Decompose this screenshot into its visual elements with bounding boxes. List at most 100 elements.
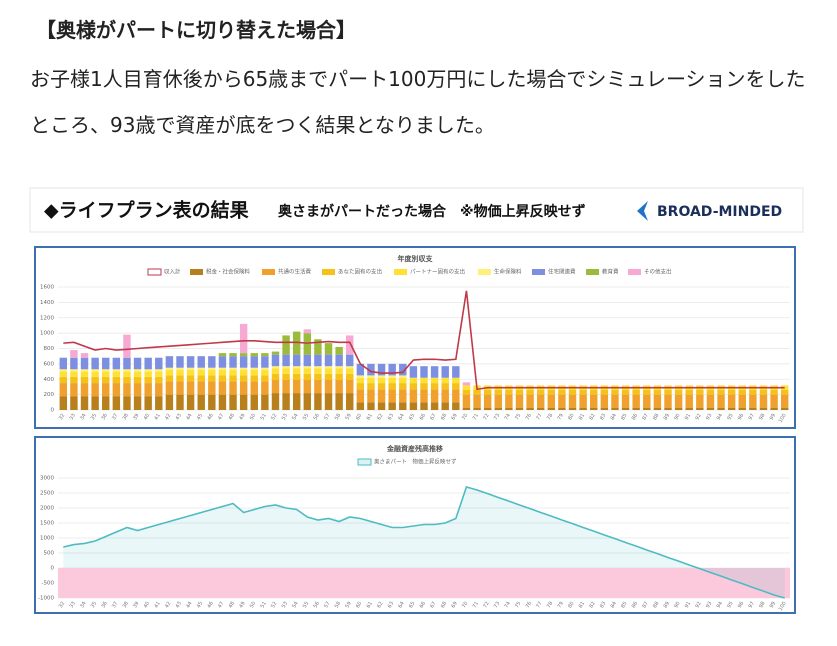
bar-segment [271, 366, 280, 369]
bar-segment [377, 383, 386, 390]
x-tick-label: 39 [132, 601, 140, 610]
x-tick-label: 38 [122, 413, 130, 422]
bar-segment [314, 339, 322, 355]
bar-segment [780, 390, 789, 395]
bar-segment [70, 383, 78, 397]
x-tick-label: 52 [270, 413, 278, 422]
bar-segment [568, 407, 577, 410]
x-tick-label: 34 [79, 601, 87, 610]
x-tick-label: 33 [69, 413, 77, 422]
bar-segment [632, 407, 640, 410]
bar-segment [441, 377, 449, 384]
bar-segment [388, 402, 396, 410]
bar-segment [197, 356, 205, 368]
x-tick-label: 91 [684, 601, 692, 610]
bar-segment [558, 394, 566, 408]
bar-segment [664, 390, 672, 395]
y-tick-label: 1600 [40, 285, 54, 291]
x-tick-label: 53 [281, 601, 289, 610]
x-tick-label: 93 [705, 413, 713, 422]
bar-segment [229, 375, 237, 382]
x-tick-label: 76 [525, 413, 533, 422]
bar-segment [420, 389, 428, 403]
x-tick-label: 58 [334, 601, 342, 610]
bar-segment [335, 354, 343, 367]
bar-segment [749, 390, 757, 395]
bar-segment [261, 381, 269, 395]
bar-segment [770, 394, 778, 408]
legend-swatch [147, 268, 162, 276]
banner [29, 187, 804, 233]
bar-segment [59, 369, 68, 372]
bar-segment [621, 394, 630, 408]
x-tick-label: 98 [758, 413, 766, 422]
bar-segment [186, 394, 195, 410]
bar-segment [292, 354, 301, 367]
bar-segment [112, 371, 121, 377]
x-tick-label: 64 [397, 413, 405, 422]
bar-segment [261, 353, 269, 357]
bar-segment [271, 380, 280, 394]
x-tick-label: 70 [461, 413, 469, 422]
bar-segment [505, 407, 513, 410]
bar-segment [324, 343, 333, 355]
y-tick-label: 1000 [40, 536, 54, 542]
heading: 【奥様がパートに切り替えた場合】 [36, 18, 356, 42]
legend-label: 奥さまパート 物価上昇反映せず [374, 458, 457, 466]
bar-segment [324, 368, 333, 374]
bar-segment [155, 396, 163, 410]
bar-segment [696, 407, 704, 410]
bar-segment [430, 366, 439, 378]
bar-segment [218, 375, 227, 382]
bar-segment [462, 394, 471, 408]
x-tick-label: 40 [143, 413, 151, 422]
bar-segment [749, 407, 757, 410]
bar-segment [346, 366, 354, 369]
bar-segment [91, 357, 99, 370]
bar-segment [91, 376, 99, 384]
bar-segment [282, 354, 290, 367]
x-tick-label: 85 [620, 413, 628, 422]
banner-subtitle: 奥さまがパートだった場合 ※物価上昇反映せず [278, 203, 586, 220]
bar-segment [102, 376, 110, 384]
bar-segment [367, 363, 375, 376]
bar-segment [261, 375, 269, 382]
legend-swatch [322, 269, 335, 275]
x-tick-label: 58 [334, 413, 342, 422]
bar-segment [186, 381, 195, 395]
bar-segment [759, 390, 768, 395]
bar-segment [292, 393, 301, 410]
bar-segment [292, 366, 301, 369]
x-tick-label: 40 [143, 601, 151, 610]
x-tick-label: 64 [397, 601, 405, 610]
bar-segment [314, 366, 322, 369]
x-tick-label: 62 [376, 413, 384, 422]
bar-segment [462, 407, 471, 410]
x-tick-label: 84 [610, 413, 618, 422]
bar-segment [611, 390, 619, 395]
bar-segment [727, 407, 736, 410]
bar-segment [452, 383, 460, 390]
bar-segment [70, 369, 78, 372]
bar-segment [727, 394, 736, 408]
x-tick-label: 77 [535, 601, 543, 610]
x-tick-label: 54 [291, 601, 299, 610]
bar-segment [70, 371, 78, 377]
bar-segment [123, 334, 131, 358]
x-tick-label: 82 [588, 601, 596, 610]
legend-label: 収入計 [164, 268, 181, 276]
bar-segment [356, 402, 365, 410]
bar-segment [717, 390, 725, 395]
x-tick-label: 60 [355, 413, 363, 422]
bar-segment [218, 394, 227, 410]
bar-segment [526, 394, 534, 408]
bar-segment [377, 389, 386, 403]
bar-segment [208, 370, 216, 376]
bar-segment [388, 383, 396, 390]
bar-segment [144, 357, 152, 370]
bar-segment [133, 383, 142, 397]
bar-segment [505, 394, 513, 408]
x-tick-label: 48 [228, 601, 236, 610]
x-tick-label: 68 [440, 601, 448, 610]
bar-segment [133, 369, 142, 372]
